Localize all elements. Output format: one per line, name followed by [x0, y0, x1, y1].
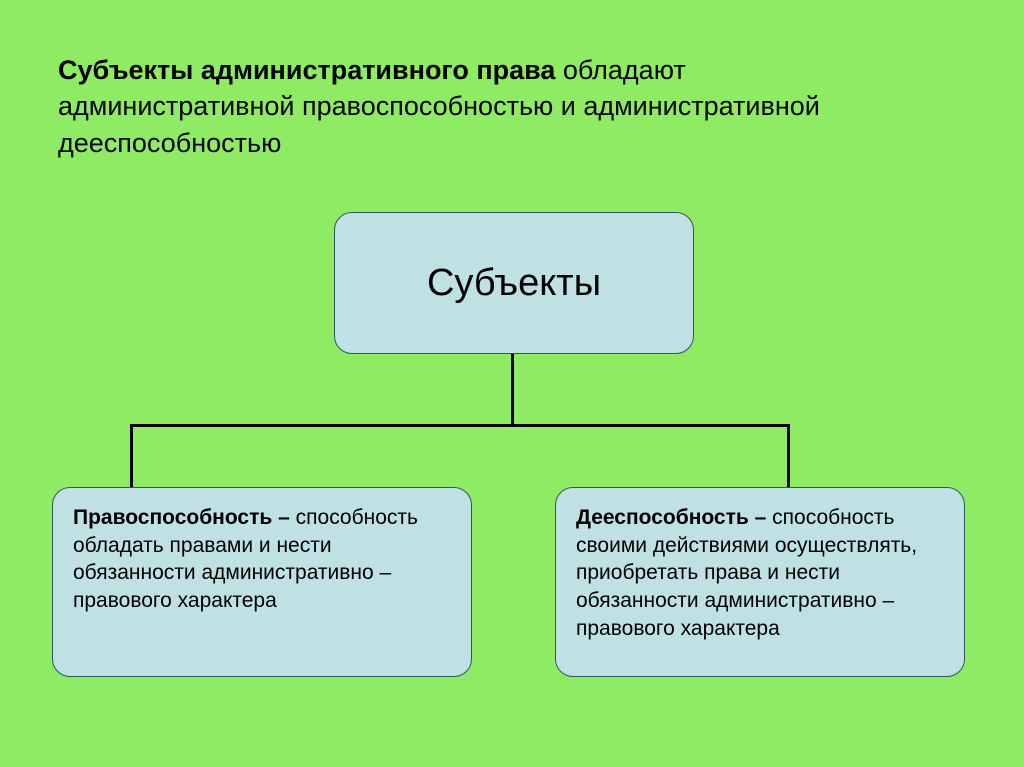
- root-node: Субъекты: [334, 212, 694, 354]
- leaf-term: Дееспособность –: [576, 506, 772, 529]
- connector-right-drop: [787, 424, 790, 487]
- root-label: Субъекты: [427, 262, 601, 305]
- leaf-node-deesposobnost: Дееспособность – способность своими дейс…: [555, 487, 965, 677]
- connector-left-drop: [130, 424, 133, 487]
- leaf-term: Правоспособность –: [73, 506, 296, 529]
- slide: Субъекты административного права обладаю…: [0, 0, 1024, 767]
- heading-bold: Субъекты административного права: [58, 55, 555, 85]
- leaf-node-pravosposobnost: Правоспособность – способность обладать …: [52, 487, 472, 677]
- slide-heading: Субъекты административного права обладаю…: [58, 52, 838, 161]
- connector-stem: [511, 354, 514, 424]
- connector-crossbar: [130, 424, 790, 427]
